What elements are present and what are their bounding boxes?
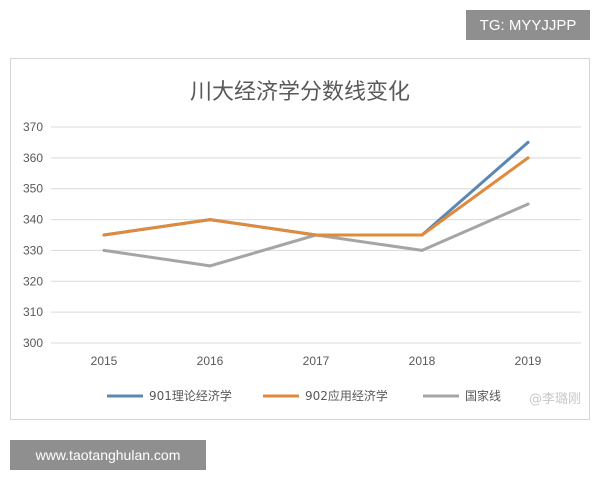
bottom-watermark-badge: www.taotanghulan.com [10,440,206,470]
data-point [208,264,212,268]
y-axis-ticks: 300 310 320 330 340 350 360 370 [23,120,43,350]
top-watermark-badge: TG: MYYJJPP [466,10,590,40]
y-tick-label: 370 [23,120,43,134]
x-axis-ticks: 2015 2016 2017 2018 2019 [91,354,542,368]
data-point [526,156,530,160]
legend-label: 902应用经济学 [305,388,388,403]
y-tick-label: 330 [23,243,43,257]
legend: 901理论经济学 902应用经济学 国家线 [107,388,501,403]
y-tick-label: 350 [23,182,43,196]
legend-label: 国家线 [465,388,501,403]
y-tick-label: 340 [23,213,43,227]
chart-frame: 川大经济学分数线变化 300 310 320 330 340 350 360 370 2015… [10,58,590,420]
line-chart: 川大经济学分数线变化 300 310 320 330 340 350 360 370 2015… [23,80,581,407]
data-point [526,202,530,206]
overlay-watermark: @李璐刚 [529,392,581,407]
y-tick-label: 320 [23,274,43,288]
y-tick-label: 300 [23,336,43,350]
bottom-watermark-text: www.taotanghulan.com [35,447,181,463]
data-point [420,233,424,237]
data-point [420,248,424,252]
data-point [314,233,318,237]
x-tick-label: 2018 [409,354,436,368]
data-point [102,233,106,237]
y-tick-label: 310 [23,305,43,319]
legend-label: 901理论经济学 [149,388,232,403]
series-lines [102,140,530,268]
gridlines [51,126,581,344]
data-point [526,140,530,144]
x-tick-label: 2015 [91,354,118,368]
top-watermark-text: TG: MYYJJPP [479,16,577,34]
x-tick-label: 2017 [303,354,330,368]
x-tick-label: 2016 [197,354,224,368]
y-tick-label: 360 [23,151,43,165]
data-point [208,218,212,222]
data-point [102,248,106,252]
x-tick-label: 2019 [515,354,542,368]
chart-title: 川大经济学分数线变化 [190,80,410,105]
